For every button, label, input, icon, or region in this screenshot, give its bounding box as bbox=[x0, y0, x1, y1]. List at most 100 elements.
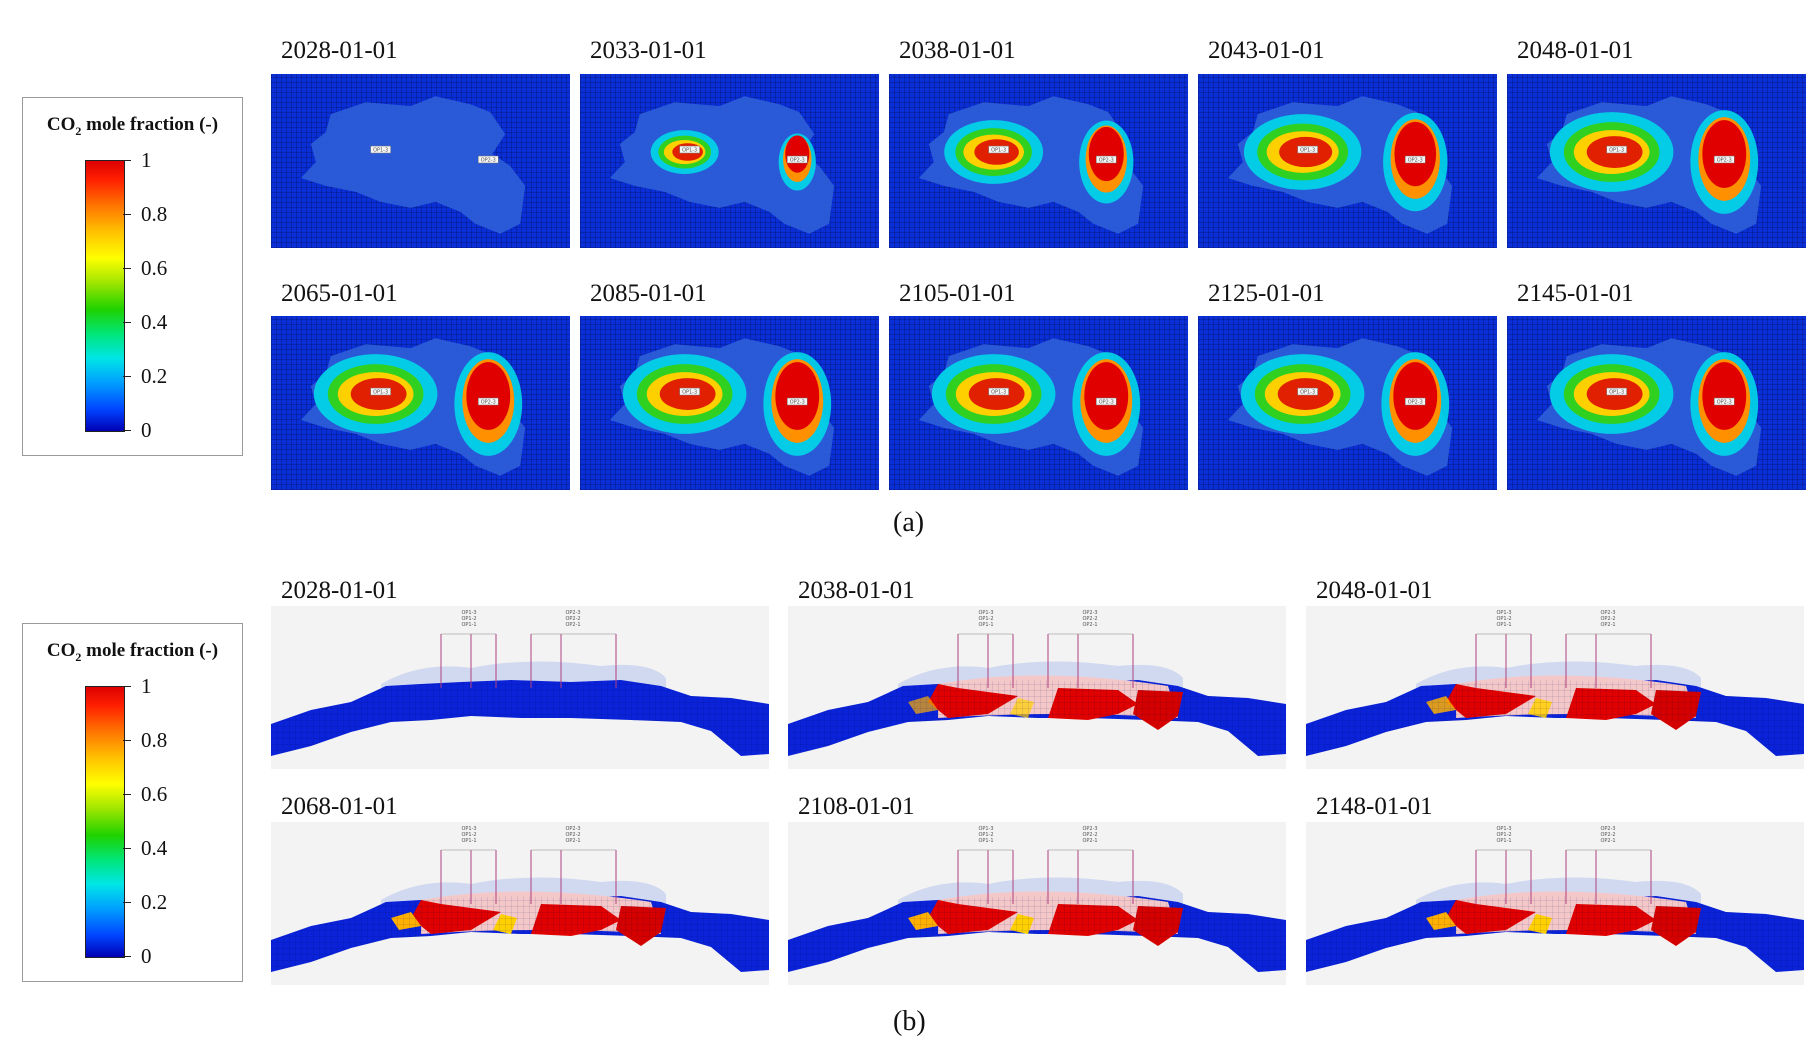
colorbar-tick bbox=[123, 268, 131, 269]
colorbar-tick-label: 0.2 bbox=[141, 890, 168, 914]
colorbar-tick bbox=[123, 160, 131, 161]
panel-a-date-label: 2105-01-01 bbox=[899, 280, 1016, 307]
legend-title: CO2 mole fraction (-) bbox=[46, 640, 219, 664]
svg-text:OP2-2: OP2-2 bbox=[1600, 832, 1615, 838]
svg-text:OP2-3: OP2-3 bbox=[1408, 399, 1423, 405]
plan-view-map: OP1-3 OP2-3 bbox=[580, 316, 879, 490]
legend-a: CO2 mole fraction (-) 1 0.8 0.6 0.4 0.2 … bbox=[22, 97, 243, 456]
colorbar-tick-label: 1 bbox=[141, 148, 152, 172]
svg-text:OP2-3: OP2-3 bbox=[1099, 399, 1114, 405]
svg-text:OP2-1: OP2-1 bbox=[1082, 838, 1097, 844]
colorbar-tick-label: 0 bbox=[141, 944, 152, 968]
svg-text:OP1-2: OP1-2 bbox=[461, 616, 476, 622]
panel-b-date-label: 2148-01-01 bbox=[1316, 793, 1433, 820]
colorbar-tick-label: 0.4 bbox=[141, 836, 168, 860]
plan-view-map: OP1-3 OP2-3 bbox=[580, 74, 879, 248]
colorbar-tick bbox=[123, 214, 131, 215]
svg-text:OP2-3: OP2-3 bbox=[481, 399, 496, 405]
colorbar-tick bbox=[123, 956, 131, 957]
plan-view-map: OP1-3 OP2-3 bbox=[1198, 316, 1497, 490]
colorbar-tick-label: 0.6 bbox=[141, 256, 168, 280]
plan-view-map: OP1-3 OP2-3 bbox=[1507, 316, 1806, 490]
colorbar-tick-label: 1 bbox=[141, 674, 152, 698]
svg-text:OP2-2: OP2-2 bbox=[1082, 832, 1097, 838]
svg-text:OP1-3: OP1-3 bbox=[461, 610, 476, 616]
svg-text:OP1-2: OP1-2 bbox=[1496, 832, 1511, 838]
svg-text:OP2-3: OP2-3 bbox=[1099, 157, 1114, 163]
svg-text:OP2-3: OP2-3 bbox=[790, 399, 805, 405]
colorbar-tick-label: 0.8 bbox=[141, 728, 168, 752]
svg-text:OP2-1: OP2-1 bbox=[565, 838, 580, 844]
plan-view-map: OP1-3 OP2-3 bbox=[1198, 74, 1497, 248]
svg-text:OP2-2: OP2-2 bbox=[1082, 616, 1097, 622]
svg-text:OP1-3: OP1-3 bbox=[1609, 148, 1624, 154]
colorbar-tick bbox=[123, 794, 131, 795]
panel-a-date-label: 2125-01-01 bbox=[1208, 280, 1325, 307]
colorbar-tick-label: 0.6 bbox=[141, 782, 168, 806]
panel-b-date-label: 2038-01-01 bbox=[798, 577, 915, 604]
panel-b-date-label: 2028-01-01 bbox=[281, 577, 398, 604]
cross-section-view: OP1-3 OP1-2 OP1-1 OP2-3 OP2-2 OP2-1 bbox=[1306, 822, 1804, 985]
colorbar bbox=[85, 160, 125, 432]
panel-b-date-label: 2068-01-01 bbox=[281, 793, 398, 820]
panel-b-date-label: 2108-01-01 bbox=[798, 793, 915, 820]
svg-text:OP1-1: OP1-1 bbox=[978, 838, 993, 844]
cross-section-view: OP1-3 OP1-2 OP1-1 OP2-3 OP2-2 OP2-1 bbox=[788, 606, 1286, 769]
panel-a-date-label: 2048-01-01 bbox=[1517, 37, 1634, 64]
plan-view-map: OP1-3 OP2-3 bbox=[889, 316, 1188, 490]
svg-text:OP1-2: OP1-2 bbox=[1496, 616, 1511, 622]
cross-section-view: OP1-3 OP1-2 OP1-1 OP2-3 OP2-2 OP2-1 bbox=[271, 606, 769, 769]
cross-section-view: OP1-3 OP1-2 OP1-1 OP2-3 OP2-2 OP2-1 bbox=[1306, 606, 1804, 769]
svg-text:OP2-3: OP2-3 bbox=[1600, 826, 1615, 832]
cross-section-view: OP1-3 OP1-2 OP1-1 OP2-3 OP2-2 OP2-1 bbox=[271, 822, 769, 985]
svg-text:OP2-1: OP2-1 bbox=[565, 622, 580, 628]
svg-text:OP1-3: OP1-3 bbox=[991, 148, 1006, 154]
colorbar-tick-label: 0.8 bbox=[141, 202, 168, 226]
svg-text:OP1-2: OP1-2 bbox=[978, 832, 993, 838]
svg-text:OP1-3: OP1-3 bbox=[978, 826, 993, 832]
legend-b: CO2 mole fraction (-) 1 0.8 0.6 0.4 0.2 … bbox=[22, 623, 243, 982]
svg-text:OP1-1: OP1-1 bbox=[461, 838, 476, 844]
svg-text:OP1-2: OP1-2 bbox=[978, 616, 993, 622]
panel-a-date-label: 2065-01-01 bbox=[281, 280, 398, 307]
colorbar-tick-label: 0.4 bbox=[141, 310, 168, 334]
colorbar-tick bbox=[123, 740, 131, 741]
svg-text:OP1-3: OP1-3 bbox=[1300, 148, 1315, 154]
svg-text:OP2-3: OP2-3 bbox=[1717, 399, 1732, 405]
svg-text:OP1-3: OP1-3 bbox=[373, 390, 388, 396]
svg-text:OP2-2: OP2-2 bbox=[565, 832, 580, 838]
svg-text:OP1-3: OP1-3 bbox=[461, 826, 476, 832]
svg-text:OP1-3: OP1-3 bbox=[1300, 390, 1315, 396]
colorbar-tick bbox=[123, 848, 131, 849]
svg-text:OP2-3: OP2-3 bbox=[1082, 610, 1097, 616]
svg-text:OP2-2: OP2-2 bbox=[1600, 616, 1615, 622]
panel-a-date-label: 2033-01-01 bbox=[590, 37, 707, 64]
colorbar-tick bbox=[123, 686, 131, 687]
cross-section-view: OP1-3 OP1-2 OP1-1 OP2-3 OP2-2 OP2-1 bbox=[788, 822, 1286, 985]
panel-a-date-label: 2038-01-01 bbox=[899, 37, 1016, 64]
svg-text:OP2-1: OP2-1 bbox=[1600, 622, 1615, 628]
panel-a-date-label: 2028-01-01 bbox=[281, 37, 398, 64]
caption-a: (a) bbox=[893, 507, 925, 538]
svg-text:OP2-2: OP2-2 bbox=[565, 616, 580, 622]
colorbar-tick bbox=[123, 902, 131, 903]
svg-text:OP1-3: OP1-3 bbox=[978, 610, 993, 616]
svg-text:OP2-3: OP2-3 bbox=[481, 157, 496, 163]
svg-text:OP2-3: OP2-3 bbox=[790, 157, 805, 163]
svg-text:OP1-3: OP1-3 bbox=[682, 390, 697, 396]
svg-text:OP2-3: OP2-3 bbox=[1408, 157, 1423, 163]
panel-a-date-label: 2043-01-01 bbox=[1208, 37, 1325, 64]
plan-view-map: OP1-3 OP2-3 bbox=[889, 74, 1188, 248]
caption-b: (b) bbox=[893, 1006, 926, 1037]
legend-title: CO2 mole fraction (-) bbox=[46, 114, 219, 138]
plan-view-map: OP1-3 OP2-3 bbox=[271, 74, 570, 248]
svg-text:OP1-3: OP1-3 bbox=[682, 148, 697, 154]
plan-view-map: OP1-3 OP2-3 bbox=[271, 316, 570, 490]
panel-a-date-label: 2085-01-01 bbox=[590, 280, 707, 307]
svg-text:OP2-3: OP2-3 bbox=[1717, 157, 1732, 163]
colorbar-tick-label: 0.2 bbox=[141, 364, 168, 388]
svg-text:OP2-3: OP2-3 bbox=[565, 826, 580, 832]
panel-a-date-label: 2145-01-01 bbox=[1517, 280, 1634, 307]
svg-text:OP2-1: OP2-1 bbox=[1600, 838, 1615, 844]
svg-text:OP1-2: OP1-2 bbox=[461, 832, 476, 838]
